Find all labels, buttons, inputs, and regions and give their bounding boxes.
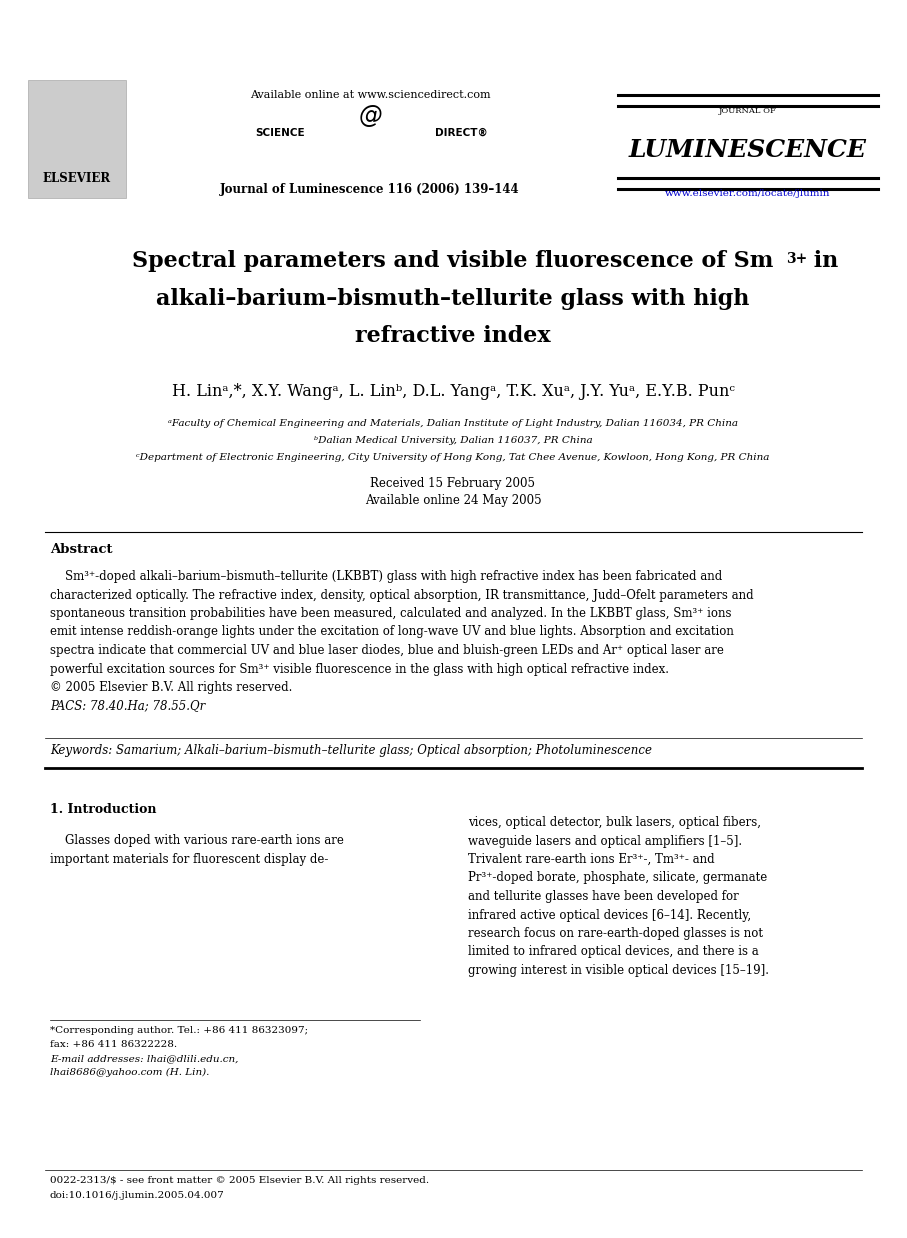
Text: *Corresponding author. Tel.: +86 411 86323097;: *Corresponding author. Tel.: +86 411 863… [50,1026,308,1035]
Text: vices, optical detector, bulk lasers, optical fibers,
waveguide lasers and optic: vices, optical detector, bulk lasers, op… [468,816,769,977]
Text: fax: +86 411 86322228.: fax: +86 411 86322228. [50,1040,177,1049]
Text: Journal of Luminescence 116 (2006) 139–144: Journal of Luminescence 116 (2006) 139–1… [220,183,520,196]
Text: H. Linᵃ,*, X.Y. Wangᵃ, L. Linᵇ, D.L. Yangᵃ, T.K. Xuᵃ, J.Y. Yuᵃ, E.Y.B. Punᶜ: H. Linᵃ,*, X.Y. Wangᵃ, L. Linᵇ, D.L. Yan… [171,383,735,400]
Text: doi:10.1016/j.jlumin.2005.04.007: doi:10.1016/j.jlumin.2005.04.007 [50,1191,225,1200]
Text: in: in [806,250,838,272]
Text: E-mail addresses: lhai@dlili.edu.cn,: E-mail addresses: lhai@dlili.edu.cn, [50,1054,239,1063]
Text: Abstract: Abstract [50,543,112,556]
Text: Sm³⁺-doped alkali–barium–bismuth–tellurite (LKBBT) glass with high refractive in: Sm³⁺-doped alkali–barium–bismuth–telluri… [50,569,754,695]
Text: 0022-2313/$ - see front matter © 2005 Elsevier B.V. All rights reserved.: 0022-2313/$ - see front matter © 2005 El… [50,1176,429,1185]
Text: ELSEVIER: ELSEVIER [43,172,111,184]
Text: refractive index: refractive index [356,326,551,347]
Text: ᵇDalian Medical University, Dalian 116037, PR China: ᵇDalian Medical University, Dalian 11603… [314,436,592,444]
Text: Glasses doped with various rare-earth ions are
important materials for fluoresce: Glasses doped with various rare-earth io… [50,834,344,865]
Text: Available online 24 May 2005: Available online 24 May 2005 [365,494,541,508]
Text: alkali–barium–bismuth–tellurite glass with high: alkali–barium–bismuth–tellurite glass wi… [156,288,750,310]
Text: SCIENCE: SCIENCE [256,128,305,137]
Text: Keywords: Samarium; Alkali–barium–bismuth–tellurite glass; Optical absorption; P: Keywords: Samarium; Alkali–barium–bismut… [50,744,652,756]
Text: lhai8686@yahoo.com (H. Lin).: lhai8686@yahoo.com (H. Lin). [50,1068,210,1077]
Text: Spectral parameters and visible fluorescence of Sm: Spectral parameters and visible fluoresc… [132,250,774,272]
Text: ᶜDepartment of Electronic Engineering, City University of Hong Kong, Tat Chee Av: ᶜDepartment of Electronic Engineering, C… [136,453,770,462]
Text: Available online at www.sciencedirect.com: Available online at www.sciencedirect.co… [249,90,491,100]
Text: DIRECT®: DIRECT® [435,128,488,137]
Text: 1. Introduction: 1. Introduction [50,803,157,816]
Text: ᵃFaculty of Chemical Engineering and Materials, Dalian Institute of Light Indust: ᵃFaculty of Chemical Engineering and Mat… [168,418,738,428]
Text: 3+: 3+ [786,253,807,266]
Text: Received 15 February 2005: Received 15 February 2005 [370,477,535,490]
Text: @: @ [358,104,382,128]
Text: LUMINESCENCE: LUMINESCENCE [629,137,867,162]
Text: JOURNAL OF: JOURNAL OF [719,106,777,115]
Text: www.elsevier.com/locate/jlumin: www.elsevier.com/locate/jlumin [665,189,831,198]
Bar [28,80,126,198]
Text: PACS: 78.40.Ha; 78.55.Qr: PACS: 78.40.Ha; 78.55.Qr [50,699,205,712]
